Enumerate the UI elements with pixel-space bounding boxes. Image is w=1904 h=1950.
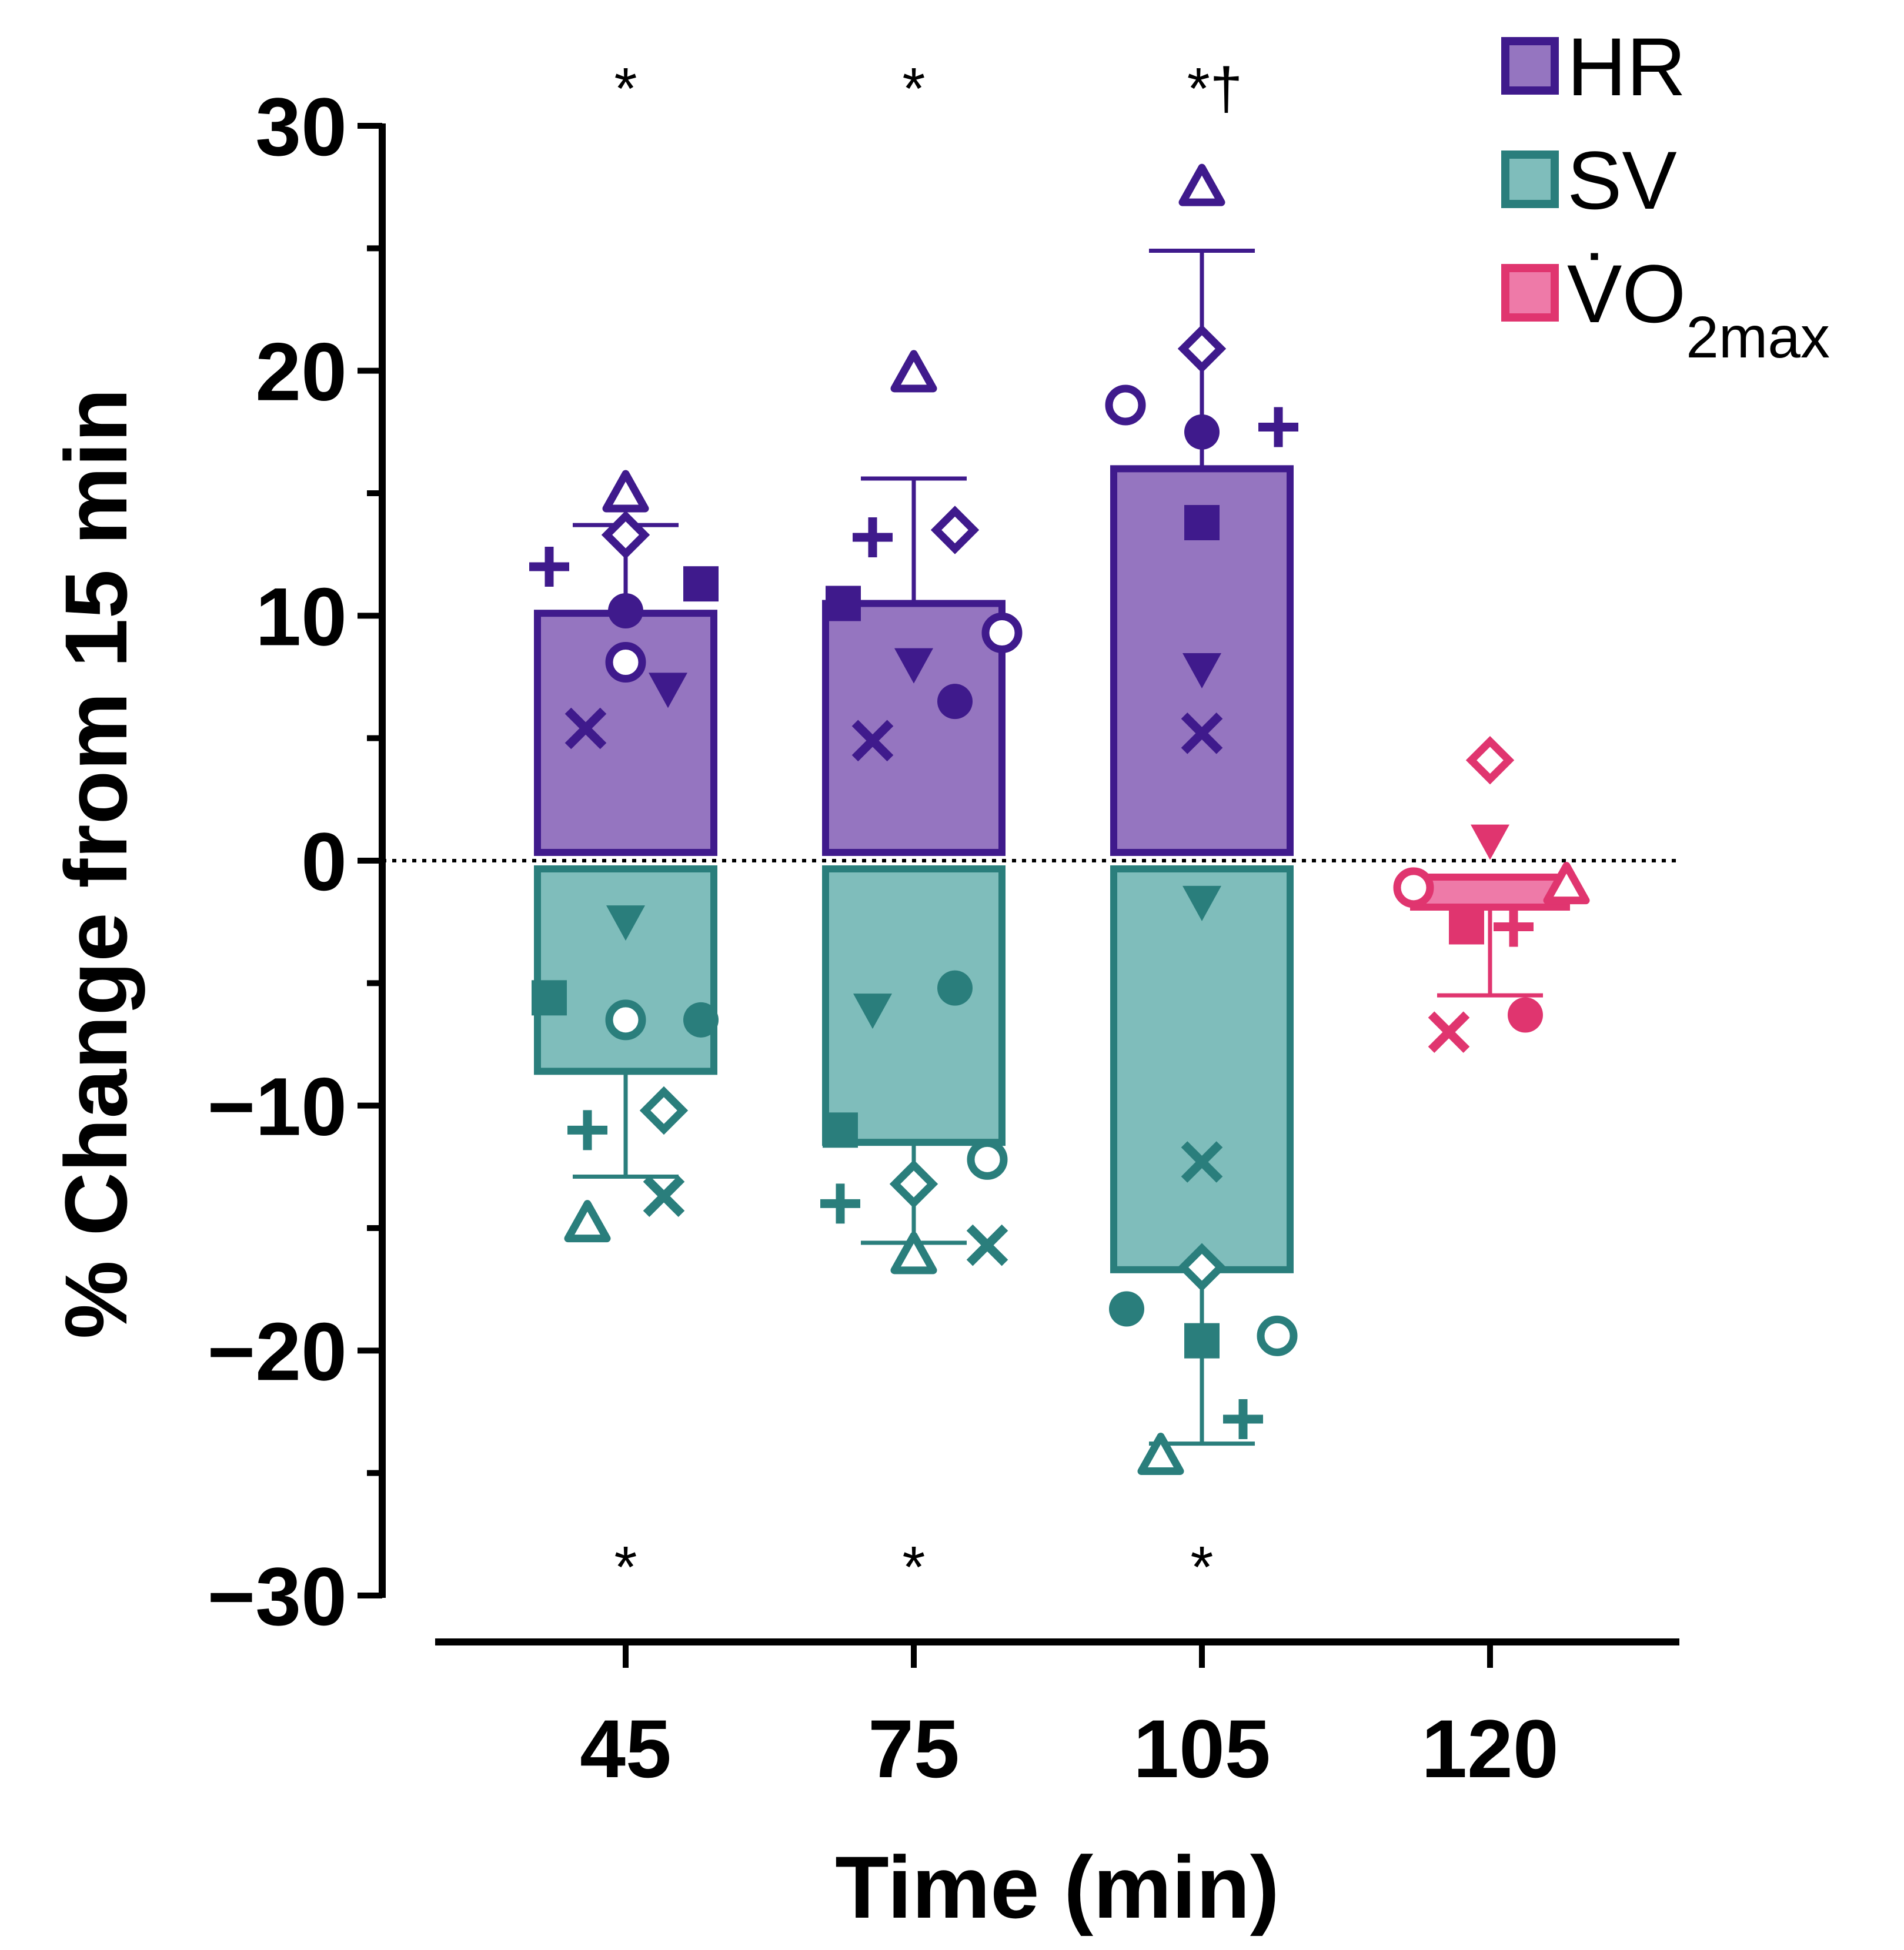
y-axis: 30 20 10 0 −10 −20 −30	[208, 81, 386, 1643]
data-point-plus	[529, 547, 569, 587]
data-point-plus	[1258, 407, 1298, 447]
data-point-square-filled	[1449, 909, 1484, 945]
data-point-diamond-open	[639, 1086, 689, 1135]
legend-swatch-sv	[1501, 150, 1559, 208]
x-axis: 45 75 105 120	[435, 1638, 1679, 1795]
data-point-circle-filled	[937, 970, 973, 1006]
bar-sv-105	[1110, 865, 1294, 1273]
significance-bottom: *	[614, 1534, 637, 1600]
data-point-triangle-down-filled	[853, 994, 892, 1029]
data-point-triangle-open	[890, 350, 937, 393]
y-tick-label: 30	[255, 81, 347, 173]
data-point-triangle-open	[890, 1232, 937, 1275]
data-point-plus	[820, 1183, 860, 1224]
data-point-cross	[564, 707, 607, 750]
data-point-triangle-open	[602, 470, 649, 513]
data-point-diamond-open	[1177, 1243, 1227, 1292]
data-point-triangle-down-filled	[1471, 824, 1509, 860]
significance-top: *	[903, 56, 926, 122]
data-point-diamond-open	[1465, 735, 1515, 785]
legend-swatch-hr	[1501, 37, 1559, 95]
data-point-plus	[853, 517, 893, 557]
data-point-circle-open	[605, 999, 646, 1041]
data-point-cross	[966, 1224, 1008, 1266]
data-point-square-filled	[1184, 505, 1220, 540]
data-point-cross	[1181, 713, 1223, 754]
bar-sv-45	[534, 865, 717, 1075]
legend-swatch-vo2max	[1501, 264, 1559, 322]
legend-label-sv: SV	[1567, 134, 1677, 226]
data-point-circle-open	[1257, 1315, 1298, 1356]
legend-label-vo2max: V̇O2max	[1567, 247, 1830, 370]
error-bar-vo2max-120	[1437, 905, 1543, 998]
x-axis-title: Time (min)	[835, 1838, 1280, 1936]
data-point-circle-filled	[1109, 1291, 1144, 1327]
bar-sv-75	[822, 865, 1006, 1146]
significance-bottom: *	[903, 1534, 926, 1600]
data-point-triangle-open	[1137, 1433, 1184, 1475]
legend: HR SV V̇O2max	[1501, 21, 1830, 370]
data-point-circle-open	[1105, 384, 1146, 426]
data-point-triangle-open	[1543, 862, 1590, 905]
significance-top: *†	[1187, 56, 1243, 122]
data-point-circle-filled	[937, 684, 973, 720]
data-point-triangle-down-filled	[606, 905, 645, 941]
data-point-circle-open	[981, 613, 1023, 653]
y-tick-label: 10	[255, 570, 347, 663]
y-tick-label: −20	[208, 1305, 347, 1397]
data-point-diamond-open	[601, 510, 650, 560]
data-point-diamond-open	[930, 506, 980, 554]
data-point-cross	[1428, 1011, 1470, 1053]
data-point-diamond-open	[1177, 324, 1227, 373]
x-tick-label: 75	[868, 1703, 960, 1795]
data-point-circle-filled	[683, 1002, 719, 1038]
data-point-circle-open	[1393, 867, 1434, 908]
data-point-square-filled	[683, 566, 719, 602]
data-point-plus	[1223, 1399, 1263, 1439]
significance-top: *	[614, 56, 637, 122]
legend-label-hr: HR	[1567, 21, 1686, 113]
x-tick-label: 45	[580, 1703, 672, 1795]
data-point-circle-open	[605, 642, 646, 683]
bar-hr-75	[822, 600, 1006, 856]
data-point-triangle-open	[1178, 163, 1225, 206]
data-point-plus	[1494, 907, 1534, 947]
data-point-square-filled	[823, 1112, 858, 1148]
data-point-diamond-open	[889, 1159, 938, 1209]
data-point-plus	[567, 1110, 607, 1150]
data-point-square-filled	[826, 586, 861, 621]
data-point-cross	[1181, 1141, 1223, 1183]
y-axis-title: % Change from 15 min	[46, 389, 145, 1339]
data-point-circle-filled	[1184, 414, 1220, 450]
data-point-triangle-down-filled	[1183, 885, 1221, 921]
significance-bottom: *	[1191, 1534, 1214, 1600]
y-tick-label: −10	[208, 1061, 347, 1153]
bar-vo2max-120	[1410, 874, 1570, 911]
data-point-cross	[643, 1175, 685, 1218]
data-point-triangle-down-filled	[894, 648, 933, 684]
data-point-circle-filled	[608, 593, 643, 628]
y-tick-label: 0	[301, 815, 347, 908]
error-bar-sv-45	[573, 1071, 679, 1179]
data-point-triangle-down-filled	[1183, 653, 1221, 688]
data-point-circle-filled	[1508, 997, 1543, 1033]
data-point-triangle-open	[564, 1200, 611, 1243]
data-point-triangle-down-filled	[649, 673, 687, 708]
error-bar-hr-75	[861, 476, 967, 604]
data-point-square-filled	[1184, 1323, 1220, 1359]
x-tick-label: 105	[1133, 1703, 1271, 1795]
x-tick-label: 120	[1421, 1703, 1559, 1795]
data-point-circle-open	[967, 1139, 1008, 1180]
data-point-square-filled	[532, 980, 567, 1016]
data-point-cross	[851, 720, 894, 762]
y-tick-label: −30	[208, 1550, 347, 1643]
y-tick-label: 20	[255, 326, 347, 418]
